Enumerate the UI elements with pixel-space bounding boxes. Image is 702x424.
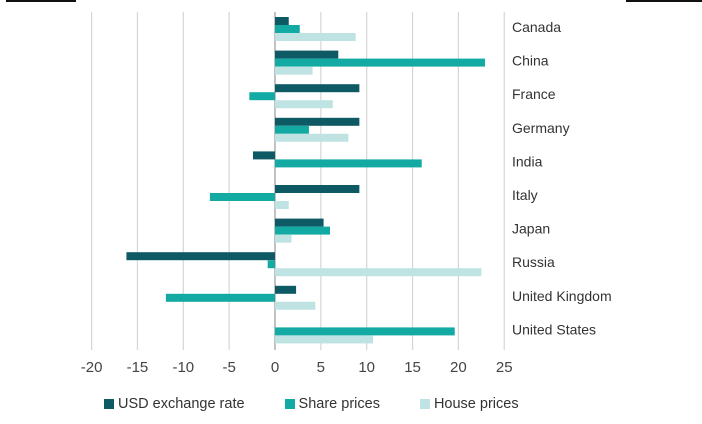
- x-tick-label: -15: [127, 359, 149, 376]
- category-label: China: [512, 53, 549, 69]
- bar-china-usd-exchange-rate: [275, 50, 339, 59]
- category-label: United Kingdom: [512, 288, 612, 304]
- bar-france-house-prices: [275, 100, 333, 109]
- bar-canada-usd-exchange-rate: [275, 17, 289, 25]
- legend-swatch: [104, 399, 114, 409]
- bar-france-share-prices: [249, 92, 275, 101]
- category-label: Canada: [512, 19, 561, 35]
- bar-italy-usd-exchange-rate: [275, 185, 360, 193]
- bar-germany-house-prices: [275, 133, 349, 142]
- bar-india-share-prices: [275, 159, 422, 168]
- bar-india-usd-exchange-rate: [252, 151, 275, 160]
- category-label: Russia: [512, 254, 555, 270]
- x-tick-label: 25: [496, 359, 513, 376]
- x-tick-label: 20: [450, 359, 467, 376]
- x-tick-label: 10: [358, 359, 375, 376]
- bar-chart: -20 -15 -10 -5 0 5 10 15 20 25 Canada China France G…: [81, 12, 612, 376]
- bar-russia-usd-exchange-rate: [126, 252, 275, 261]
- x-tick-label: -10: [172, 359, 194, 376]
- bar-italy-house-prices: [275, 201, 289, 209]
- bar-germany-usd-exchange-rate: [275, 117, 360, 126]
- bar-russia-share-prices: [267, 260, 275, 269]
- legend-swatch: [284, 399, 295, 409]
- bar-united-kingdom-usd-exchange-rate: [275, 285, 297, 294]
- bar-china-share-prices: [275, 58, 485, 67]
- category-label: India: [512, 153, 543, 169]
- bar-japan-house-prices: [275, 234, 292, 243]
- bar-united-kingdom-house-prices: [275, 301, 316, 310]
- category-label: Italy: [512, 187, 538, 203]
- category-labels: Canada China France Germany India Italy Japan R…: [512, 19, 612, 337]
- category-label: Japan: [512, 221, 550, 237]
- legend-label: USD exchange rate: [118, 396, 245, 412]
- top-right-border-line: [626, 0, 702, 2]
- x-tick-label: 5: [317, 359, 325, 376]
- bar-germany-share-prices: [275, 125, 309, 134]
- legend-swatch: [419, 399, 430, 409]
- legend-label: House prices: [433, 396, 519, 412]
- bar-japan-share-prices: [275, 226, 331, 235]
- bar-china-house-prices: [275, 66, 313, 75]
- bar-united-kingdom-share-prices: [165, 293, 275, 302]
- bar-united-states-share-prices: [275, 327, 455, 336]
- category-label: France: [512, 86, 556, 102]
- x-tick-label: -5: [222, 359, 235, 376]
- bar-france-usd-exchange-rate: [275, 84, 360, 93]
- x-tick-label: -20: [81, 359, 103, 376]
- x-tick-label: 15: [404, 359, 421, 376]
- bars: [126, 17, 485, 344]
- legend-label: Share prices: [298, 396, 380, 412]
- bar-russia-house-prices: [275, 268, 482, 277]
- top-left-border-line: [6, 0, 76, 2]
- legend: USD exchange rate Share prices House price…: [104, 396, 559, 412]
- x-axis-ticks: -20 -15 -10 -5 0 5 10 15 20 25: [81, 359, 513, 376]
- legend-item: Share prices: [284, 396, 380, 412]
- legend-item: USD exchange rate: [104, 396, 245, 412]
- x-tick-label: 0: [271, 359, 279, 376]
- category-label: Germany: [512, 120, 570, 136]
- bar-united-states-house-prices: [275, 335, 374, 344]
- bar-canada-share-prices: [275, 25, 300, 33]
- legend-item: House prices: [419, 396, 519, 412]
- bar-japan-usd-exchange-rate: [275, 218, 324, 227]
- category-label: United States: [512, 321, 596, 337]
- bar-canada-house-prices: [275, 33, 356, 41]
- bar-italy-share-prices: [209, 193, 275, 201]
